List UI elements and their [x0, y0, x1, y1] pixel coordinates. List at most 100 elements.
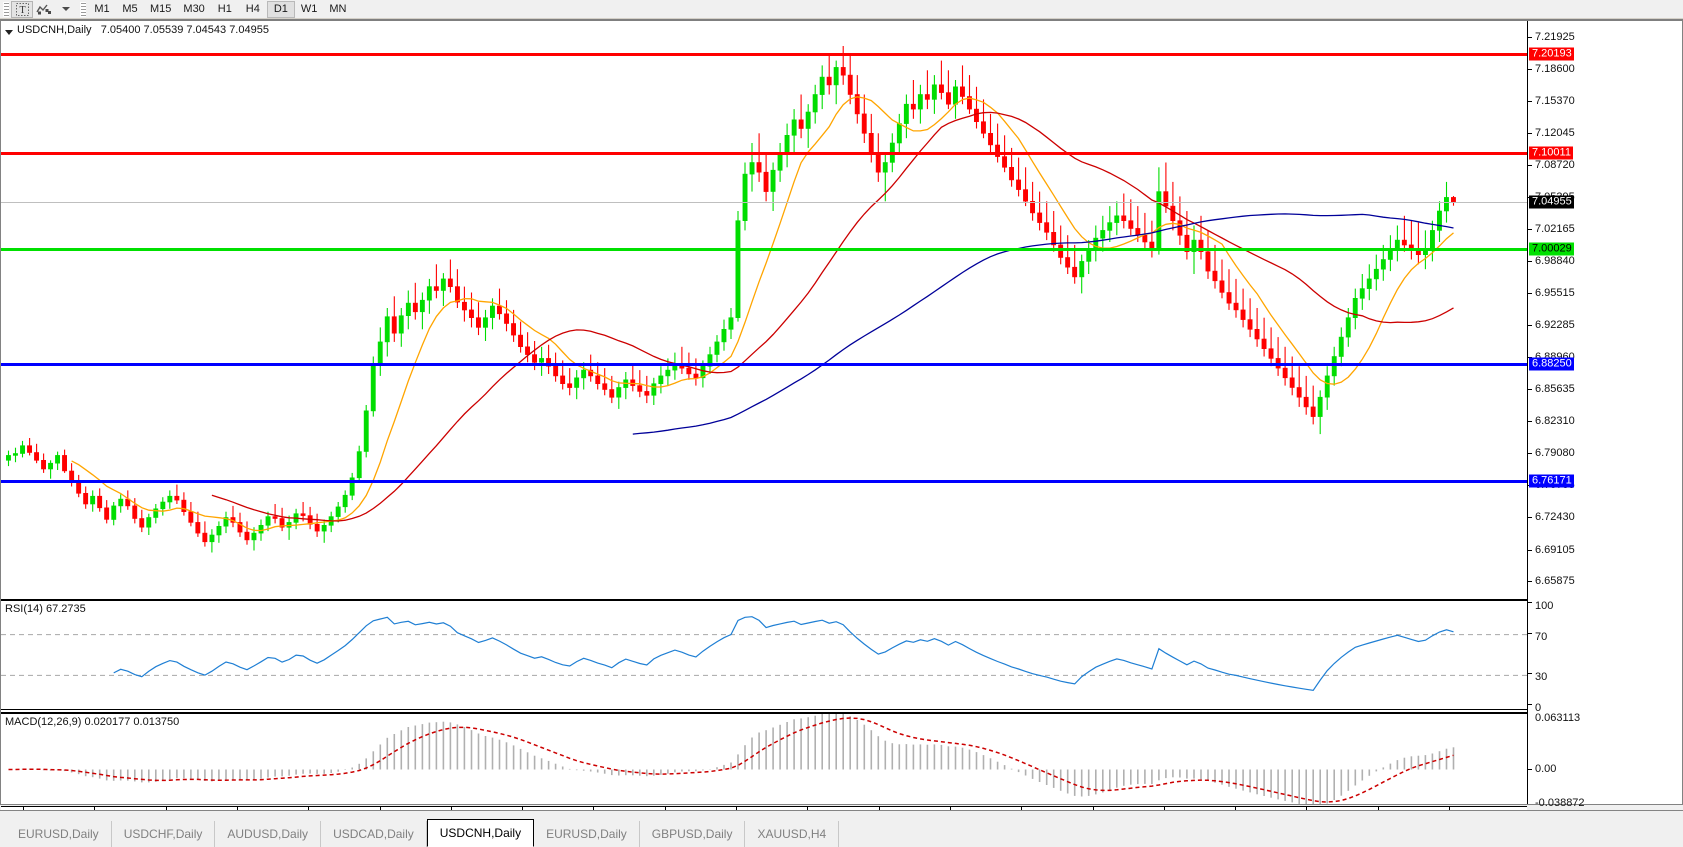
price-tick-label: 7.15370 [1535, 94, 1575, 107]
rsi-pane[interactable]: RSI(14) 67.2735 [1, 599, 1527, 710]
price-tick-mark [1528, 69, 1532, 71]
timeframe-button-m30[interactable]: M30 [183, 3, 205, 15]
chart-tab-xauusd-h4[interactable]: XAUUSD,H4 [745, 821, 840, 847]
toolbar-dropdown-button[interactable] [55, 1, 77, 18]
time-tick-mark [379, 807, 381, 811]
price-tick-mark [1528, 228, 1532, 230]
timeframe-button-h1[interactable]: H1 [217, 3, 232, 15]
main-toolbar: T M1 M5 M15 M30 H1 H4 D1 W1 MN [0, 0, 1683, 19]
price-pane[interactable] [1, 21, 1527, 597]
price-tick-mark [1528, 549, 1532, 551]
time-tick-mark [949, 807, 951, 811]
chart-window: USDCNH,Daily 7.05400 7.05539 7.04543 7.0… [0, 19, 1683, 831]
price-level-label-6.88250: 6.88250 [1529, 357, 1574, 371]
time-tick-mark [1306, 807, 1308, 811]
text-cursor-icon[interactable]: T [11, 0, 33, 18]
time-tick-mark [94, 807, 96, 811]
level-line-6.76171[interactable] [1, 479, 1527, 483]
time-tick-mark [308, 807, 310, 811]
price-tick-label: 7.21925 [1535, 31, 1575, 44]
rsi-tick-mark [1528, 704, 1532, 705]
chart-tab-usdcad-daily[interactable]: USDCAD,Daily [321, 821, 427, 847]
macd-tick-label: -0.038872 [1535, 797, 1585, 809]
timeframe-button-mn[interactable]: MN [329, 3, 347, 15]
price-tick-label: 6.95515 [1535, 287, 1575, 300]
chart-tab-gbpusd-daily[interactable]: GBPUSD,Daily [640, 821, 746, 847]
time-tick-mark [664, 807, 666, 811]
price-tick-label: 6.72430 [1535, 511, 1575, 524]
chart-tab-audusd-daily[interactable]: AUDUSD,Daily [215, 821, 322, 847]
candlestick-chart [6, 46, 1456, 553]
timeframe-button-m15[interactable]: M15 [150, 3, 172, 15]
chart-tab-eurusd-daily[interactable]: EURUSD,Daily [534, 821, 640, 847]
rsi-tick-mark [1528, 632, 1532, 634]
level-line-7.00029[interactable] [1, 248, 1527, 252]
level-line-6.88250[interactable] [1, 362, 1527, 366]
macd-tick-label: 0.00 [1535, 763, 1557, 775]
time-tick-mark [1021, 807, 1023, 811]
price-tick-mark [1528, 261, 1532, 263]
price-tick-mark [1528, 165, 1532, 167]
chart-symbol-label: USDCNH,Daily [17, 24, 92, 36]
macd-pane[interactable]: MACD(12,26,9) 0.020177 0.013750 [1, 712, 1527, 804]
price-tick-label: 7.12045 [1535, 126, 1575, 139]
toolbar-grip-1[interactable] [3, 1, 9, 17]
macd-plot [8, 714, 1455, 804]
time-tick-mark [736, 807, 737, 811]
rsi-plot [1, 616, 1527, 691]
price-tick-label: 7.08720 [1535, 159, 1575, 172]
time-tick-mark [1163, 807, 1165, 811]
chart-tab-usdchf-daily[interactable]: USDCHF,Daily [112, 821, 216, 847]
price-axis[interactable]: 7.219257.186007.153707.120457.087207.053… [1527, 21, 1682, 809]
timeframe-button-w1[interactable]: W1 [300, 3, 318, 15]
price-level-label-7.20193: 7.20193 [1529, 47, 1574, 61]
timeframe-button-m1[interactable]: M1 [94, 3, 110, 15]
price-tick-label: 6.69105 [1535, 543, 1575, 556]
price-level-label-7.10011: 7.10011 [1529, 146, 1573, 160]
price-tick-mark [1528, 132, 1532, 134]
rsi-tick-label: 0 [1535, 702, 1542, 714]
rsi-tick-mark [1528, 602, 1532, 603]
price-tick-label: 7.02165 [1535, 222, 1575, 235]
price-level-label-6.76171: 6.76171 [1529, 474, 1574, 488]
time-tick-mark [23, 807, 24, 811]
price-tick-label: 6.65875 [1535, 574, 1575, 587]
level-line-7.20193[interactable] [1, 52, 1527, 56]
time-tick-mark [1092, 807, 1094, 811]
chart-plot-area[interactable]: USDCNH,Daily 7.05400 7.05539 7.04543 7.0… [1, 21, 1527, 804]
level-line-7.04955[interactable] [1, 201, 1527, 203]
chart-tab-eurusd-daily[interactable]: EURUSD,Daily [6, 821, 112, 847]
chevron-down-icon[interactable] [5, 30, 13, 35]
rsi-tick-mark [1528, 673, 1532, 675]
timeframe-button-m5[interactable]: M5 [122, 3, 138, 15]
indicators-icon[interactable] [33, 1, 55, 18]
price-tick-label: 6.92285 [1535, 318, 1575, 331]
timeframe-button-group: M1 M5 M15 M30 H1 H4 D1 W1 MN [88, 0, 352, 19]
chart-tab-usdcnh-daily[interactable]: USDCNH,Daily [426, 819, 535, 847]
chevron-down-icon [62, 7, 70, 11]
svg-text:T: T [19, 5, 25, 16]
price-tick-label: 6.98840 [1535, 255, 1575, 268]
price-tick-mark [1528, 421, 1532, 423]
macd-tick-label: 0.063113 [1535, 712, 1581, 724]
time-tick-mark [1449, 807, 1450, 811]
timeframe-button-h4[interactable]: H4 [245, 3, 260, 15]
rsi-tick-label: 70 [1535, 630, 1548, 643]
time-tick-mark [450, 807, 452, 811]
price-level-label-7.04955: 7.04955 [1529, 195, 1574, 209]
time-tick-mark [165, 807, 167, 811]
toolbar-grip-2[interactable] [80, 1, 86, 17]
price-level-label-7.00029: 7.00029 [1529, 242, 1574, 256]
price-tick-label: 7.18600 [1535, 63, 1575, 76]
time-tick-mark [236, 807, 238, 811]
time-tick-mark [878, 807, 880, 811]
time-tick-mark [593, 807, 595, 811]
price-tick-mark [1528, 517, 1532, 519]
level-line-7.10011[interactable] [1, 151, 1527, 155]
rsi-tick-label: 100 [1535, 600, 1554, 612]
price-tick-label: 6.79080 [1535, 446, 1575, 459]
time-tick-mark [807, 807, 809, 811]
chart-ohlc-values: 7.05400 7.05539 7.04543 7.04955 [100, 24, 269, 36]
timeframe-button-d1[interactable]: D1 [266, 0, 295, 18]
